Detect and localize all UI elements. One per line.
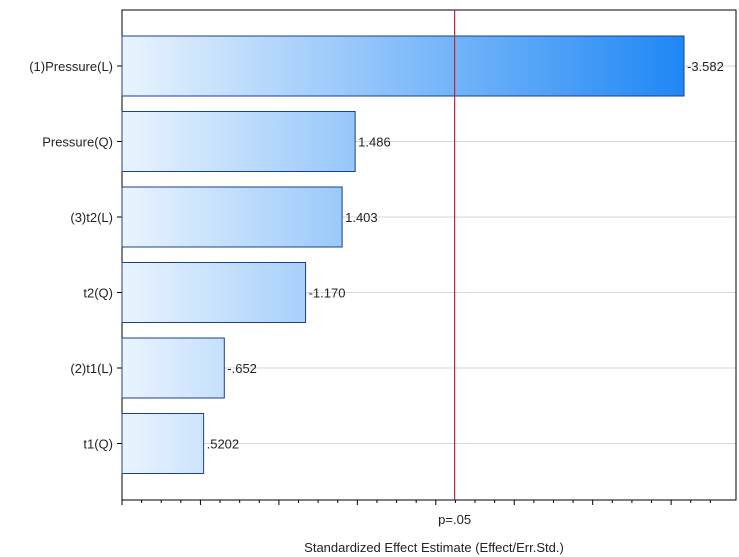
category-label: (2)t1(L) (70, 361, 113, 376)
value-label: -1.170 (309, 286, 346, 301)
value-label: -3.582 (687, 59, 724, 74)
category-labels: (1)Pressure(L) Pressure(Q) (3)t2(L) t2(Q) (2… (29, 59, 113, 452)
category-label: t1(Q) (83, 437, 113, 452)
category-label: (3)t2(L) (70, 210, 113, 225)
bar (121, 111, 356, 172)
reference-line-label: p=.05 (438, 512, 471, 527)
x-axis-title: Standardized Effect Estimate (Effect/Err… (304, 540, 564, 555)
y-axis-ticks (117, 65, 122, 444)
bar (121, 35, 685, 97)
x-axis-ticks (121, 500, 711, 505)
value-labels: -3.582 1.486 1.403 -1.170 -.652 .5202 (207, 59, 724, 452)
value-label: .5202 (207, 437, 240, 452)
category-label: t2(Q) (83, 286, 113, 301)
plot-frame (121, 9, 737, 501)
bar (121, 413, 205, 474)
bar (121, 262, 307, 323)
bar (121, 337, 225, 399)
category-label: Pressure(Q) (42, 135, 113, 150)
bar-series (121, 35, 685, 474)
value-label: 1.486 (358, 135, 391, 150)
category-label: (1)Pressure(L) (29, 59, 113, 74)
value-label: -.652 (227, 361, 257, 376)
value-label: 1.403 (345, 210, 378, 225)
bar (121, 186, 343, 248)
